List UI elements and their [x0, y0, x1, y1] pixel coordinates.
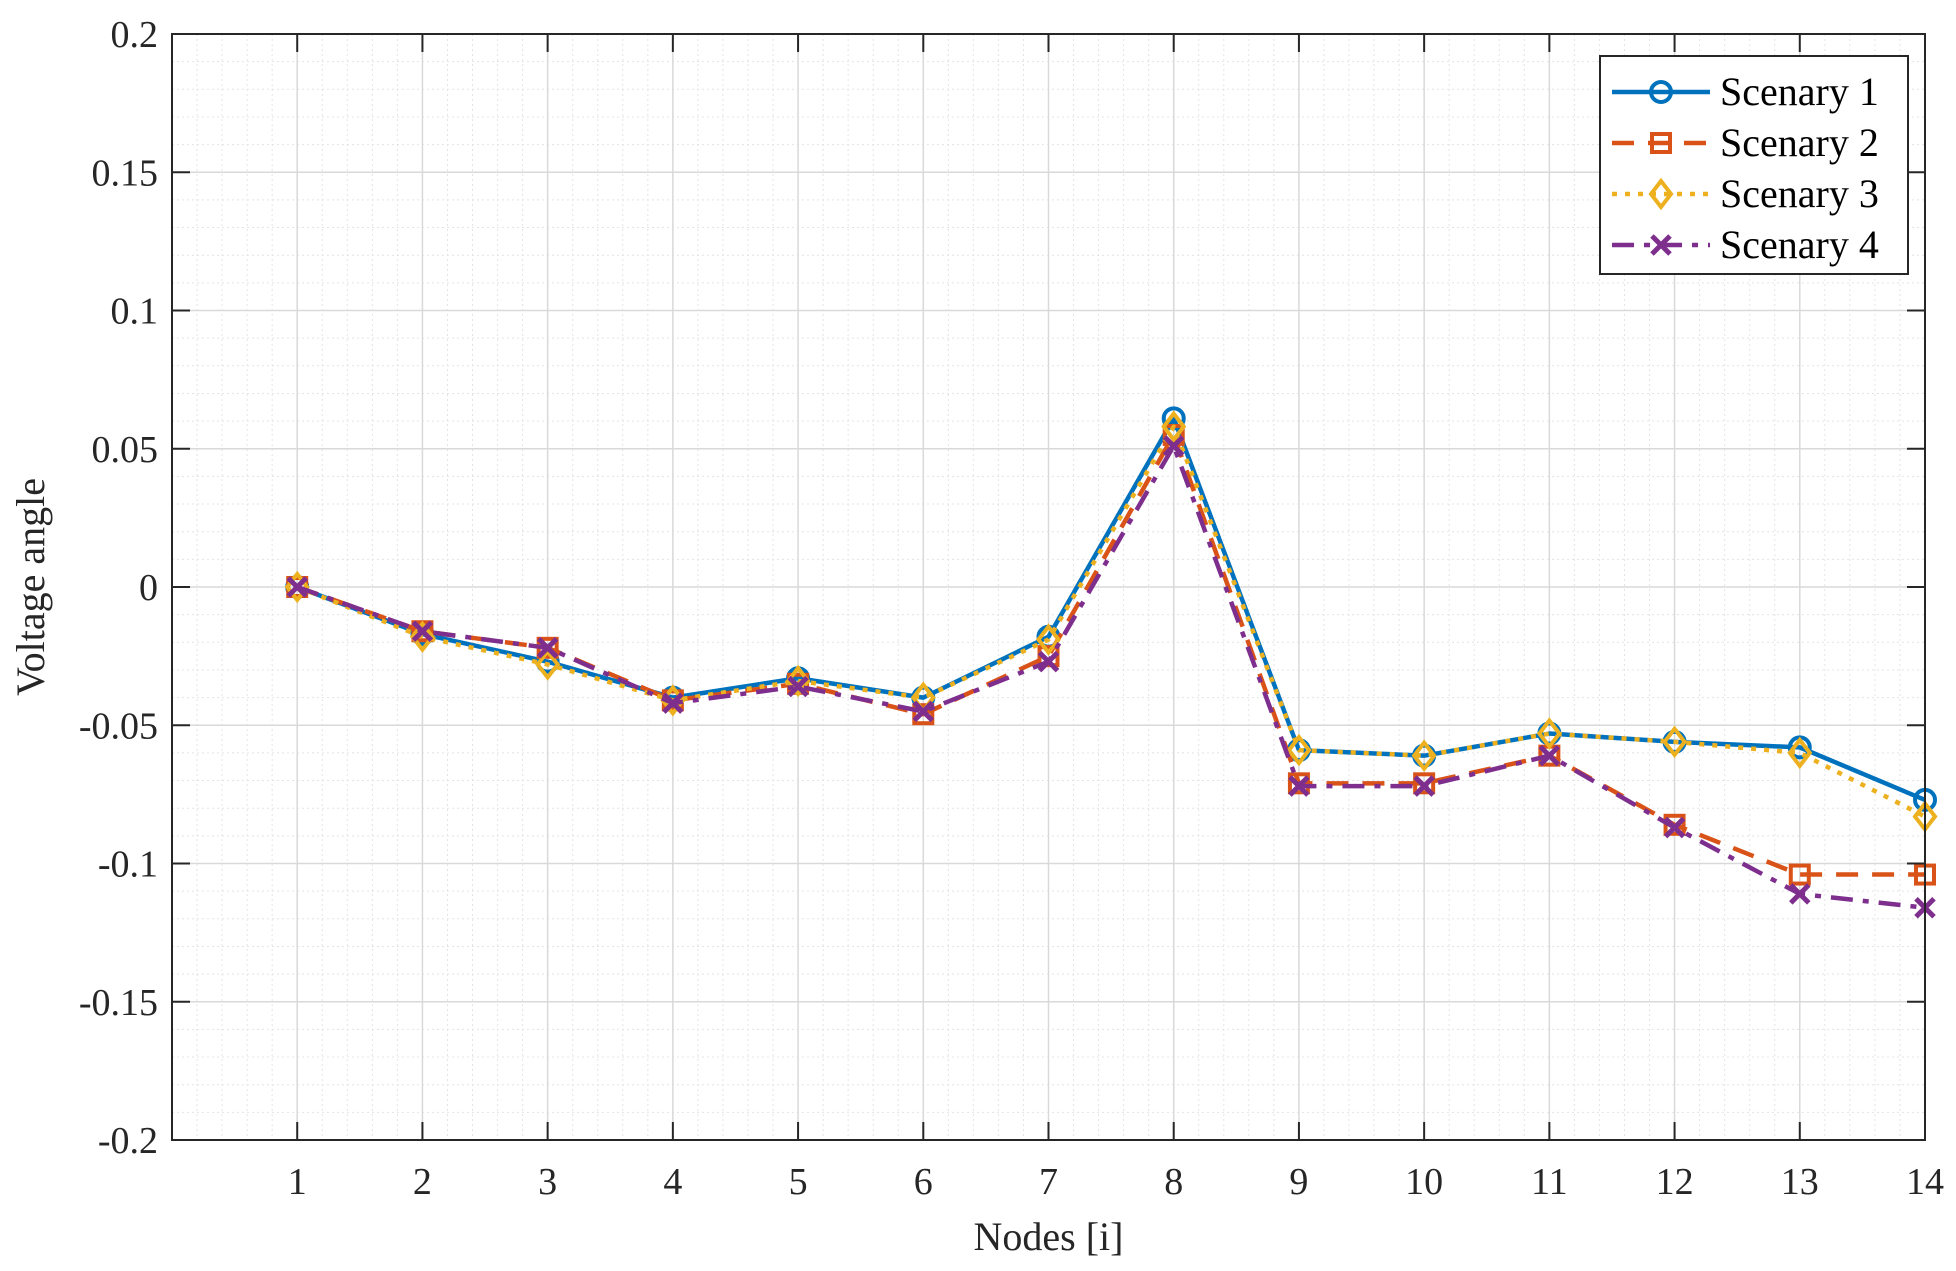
legend-item-1: Scenary 1: [1612, 69, 1879, 114]
y-tick-label: -0.15: [79, 982, 158, 1024]
series-layer: [284, 406, 1938, 919]
legend-item-3: Scenary 3: [1612, 171, 1879, 216]
x-tick-label: 1: [288, 1161, 307, 1203]
x-tick-label: 8: [1164, 1161, 1183, 1203]
legend-item-4: Scenary 4: [1612, 222, 1879, 267]
legend-label: Scenary 3: [1720, 171, 1879, 216]
series-4: [286, 435, 1936, 919]
y-tick-label: 0.2: [111, 14, 159, 56]
legend-label: Scenary 1: [1720, 69, 1879, 114]
x-tick-label: 13: [1781, 1161, 1819, 1203]
y-axis-tick-labels: -0.2 -0.15 -0.1 -0.05 0 0.05 0.1 0.15 0.2: [79, 14, 158, 1162]
x-tick-label: 7: [1039, 1161, 1058, 1203]
legend: Scenary 1 Scenary 2 Scenary 3 Scenary 4: [1599, 55, 1909, 275]
y-tick-label: -0.05: [79, 705, 158, 747]
x-tick-label: 6: [914, 1161, 933, 1203]
y-tick-label: -0.1: [98, 844, 158, 886]
x-axis-title: Nodes [i]: [974, 1214, 1124, 1259]
y-tick-label: 0.05: [92, 429, 159, 471]
x-tick-label: 14: [1906, 1161, 1944, 1203]
legend-label: Scenary 2: [1720, 120, 1879, 165]
y-tick-label: 0: [139, 567, 158, 609]
x-tick-label: 12: [1656, 1161, 1694, 1203]
x-tick-label: 3: [538, 1161, 557, 1203]
y-tick-label: 0.1: [111, 291, 159, 333]
x-tick-label: 5: [789, 1161, 808, 1203]
x-tick-label: 9: [1289, 1161, 1308, 1203]
y-tick-label: 0.15: [92, 152, 159, 194]
x-tick-label: 2: [413, 1161, 432, 1203]
x-tick-label: 10: [1405, 1161, 1443, 1203]
legend-label: Scenary 4: [1720, 222, 1879, 267]
x-tick-label: 11: [1531, 1161, 1568, 1203]
y-axis-title: Voltage angle: [8, 478, 53, 696]
y-tick-label: -0.2: [98, 1120, 158, 1162]
axis-ticks: [172, 33, 1926, 1141]
x-tick-label: 4: [663, 1161, 682, 1203]
legend-item-2: Scenary 2: [1612, 120, 1879, 165]
x-axis-tick-labels: 1 2 3 4 5 6 7 8 9 10 11 12 13 14: [288, 1161, 1944, 1203]
